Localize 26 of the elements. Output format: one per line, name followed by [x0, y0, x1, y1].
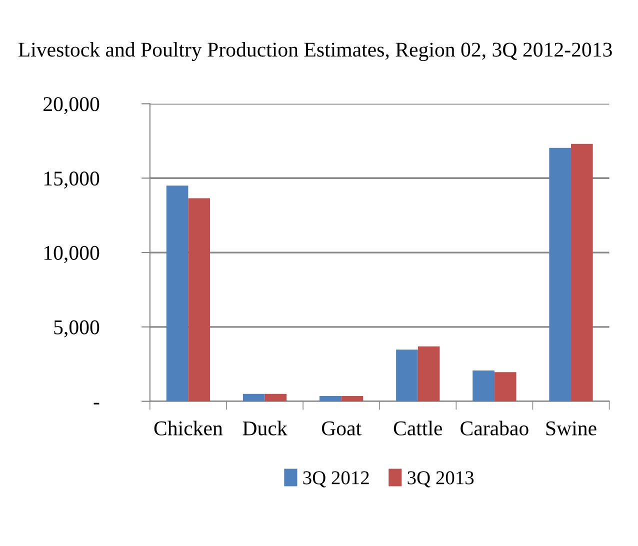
legend-label: 3Q 2013 [408, 471, 474, 488]
x-tick-label: Carabao [460, 420, 528, 436]
x-tick-label: Cattle [394, 420, 442, 436]
bar [549, 148, 572, 402]
y-tick-label: 10,000 [44, 246, 100, 263]
bar [320, 396, 342, 402]
bar [472, 370, 494, 402]
chart-title: Livestock and Poultry Production Estimates, Region 02, 3Q 2012-2013 [18, 42, 612, 62]
bar [188, 198, 210, 402]
bar [494, 372, 516, 402]
x-tick-label: Goat [322, 421, 362, 436]
legend-label: 3Q 2012 [303, 471, 369, 488]
bar [418, 346, 440, 402]
y-tick-label: - [94, 402, 100, 404]
x-tick-label: Duck [242, 420, 288, 436]
bar [571, 144, 593, 402]
bar [242, 394, 265, 402]
bar [341, 396, 364, 402]
bar [166, 186, 188, 402]
y-tick-label: 20,000 [44, 97, 100, 114]
y-tick-label: 5,000 [54, 320, 100, 338]
x-tick-label: Swine [546, 421, 596, 436]
y-tick-label: 15,000 [44, 172, 100, 189]
bar [396, 350, 418, 402]
x-tick-label: Chicken [154, 420, 223, 436]
bar [264, 394, 287, 402]
